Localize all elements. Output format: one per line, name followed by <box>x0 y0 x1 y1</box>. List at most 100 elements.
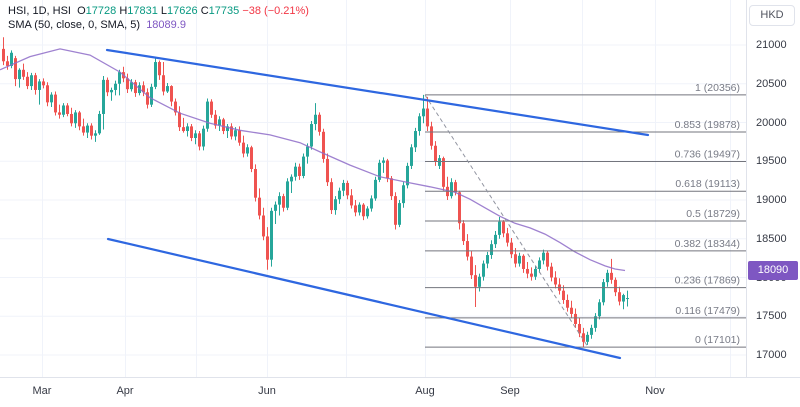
candle-body <box>322 131 325 159</box>
candle-body <box>314 114 317 125</box>
candle-body <box>46 85 49 103</box>
candle-body <box>42 81 45 86</box>
candle-body <box>542 252 545 261</box>
price-tick-label: 20000 <box>756 116 787 129</box>
sma-line[interactable] <box>0 48 626 272</box>
candle-body <box>438 158 441 166</box>
time-axis[interactable]: Mar Apr Jun Aug Sep Nov <box>0 377 800 407</box>
close-label: C <box>200 5 209 17</box>
candle-body <box>606 272 609 283</box>
price-tick-label: 17500 <box>756 310 787 323</box>
month-label: Aug <box>415 385 435 397</box>
candle-body <box>26 76 29 87</box>
candle-body <box>238 130 241 143</box>
candle-body <box>14 58 17 80</box>
candle-body <box>618 292 621 302</box>
candle-body <box>462 223 465 242</box>
candle-body <box>282 196 285 208</box>
candles-layer <box>2 37 629 348</box>
candle-body <box>594 316 597 328</box>
candle-body <box>458 192 461 224</box>
grid-layer <box>0 0 746 377</box>
month-label: Nov <box>645 385 665 397</box>
candle-body <box>510 242 513 255</box>
candle-body <box>106 79 109 93</box>
candle-body <box>582 333 585 342</box>
candle-body <box>578 324 581 334</box>
candle-body <box>334 199 337 211</box>
candle-body <box>290 176 293 182</box>
candle-body <box>366 208 369 217</box>
candle-body <box>602 282 605 303</box>
fib-retracement[interactable]: 1 (20356) 0.853 (19878) 0.736 (19497) 0.618… <box>425 82 746 348</box>
fib-level-label: 0.382 (18344) <box>675 238 740 250</box>
fib-level-label: 1 (20356) <box>695 82 740 94</box>
change-value: −38 (−0.21%) <box>242 5 309 17</box>
candle-body <box>494 234 497 245</box>
month-label: Apr <box>116 385 134 397</box>
candle-body <box>450 182 453 197</box>
candle-body <box>610 272 613 280</box>
lower-trendline[interactable] <box>106 237 622 360</box>
candle-body <box>298 166 301 176</box>
candle-body <box>34 75 37 90</box>
candle-body <box>482 263 485 277</box>
fib-dashed-connector <box>424 94 589 348</box>
candle-body <box>274 204 277 211</box>
candle-body <box>254 169 257 198</box>
candle-body <box>82 126 85 133</box>
candle-body <box>286 181 289 208</box>
candle-body <box>370 198 373 209</box>
candle-body <box>362 204 365 217</box>
candle-body <box>382 160 385 163</box>
candle-body <box>546 252 549 267</box>
candle-body <box>202 128 205 147</box>
candle-body <box>574 313 577 324</box>
candle-body <box>586 334 589 342</box>
candle-body <box>478 276 481 287</box>
candle-body <box>30 75 33 87</box>
candle-body <box>358 204 361 213</box>
price-tick-label: 19500 <box>756 155 787 168</box>
candle-body <box>190 126 193 138</box>
candle-body <box>330 182 333 211</box>
candle-body <box>394 196 397 225</box>
candle-body <box>118 72 121 84</box>
candle-body <box>590 327 593 335</box>
symbol-legend-row[interactable]: HSI, 1D, HSI O17728 H17831 L17626 C17735… <box>8 4 309 18</box>
candle-body <box>134 82 137 94</box>
candle-body <box>466 241 469 257</box>
candle-body <box>554 277 557 285</box>
close-value: 17735 <box>208 5 240 17</box>
candle-body <box>78 112 81 127</box>
candle-body <box>246 147 249 154</box>
month-label: Sep <box>500 385 520 397</box>
price-tick-label: 18500 <box>756 232 787 245</box>
candle-body <box>614 279 617 293</box>
upper-trendline[interactable] <box>105 48 650 137</box>
fib-level-label: 0.236 (17869) <box>675 275 740 287</box>
candle-body <box>302 156 305 176</box>
price-axis[interactable]: 2100020500200001950019000185001800017500… <box>746 0 800 377</box>
candle-body <box>598 302 601 317</box>
candle-body <box>410 147 413 166</box>
candle-body <box>262 215 265 237</box>
fib-level-label: 0.736 (19497) <box>675 148 740 160</box>
candle-body <box>74 112 77 124</box>
candle-body <box>146 92 149 105</box>
sma-legend-row[interactable]: SMA (50, close, 0, SMA, 5) 18089.9 <box>8 18 309 32</box>
candle-body <box>498 221 501 235</box>
candle-body <box>250 147 253 169</box>
sma-label: SMA (50, close, 0, SMA, 5) <box>8 19 141 31</box>
candle-body <box>434 145 437 162</box>
candle-body <box>474 275 477 287</box>
candle-body <box>562 290 565 300</box>
candle-body <box>270 210 273 260</box>
candle-body <box>150 86 153 105</box>
candle-body <box>242 142 245 154</box>
currency-badge[interactable]: HKD <box>749 5 795 26</box>
candle-body <box>58 112 61 115</box>
candle-body <box>414 131 417 148</box>
